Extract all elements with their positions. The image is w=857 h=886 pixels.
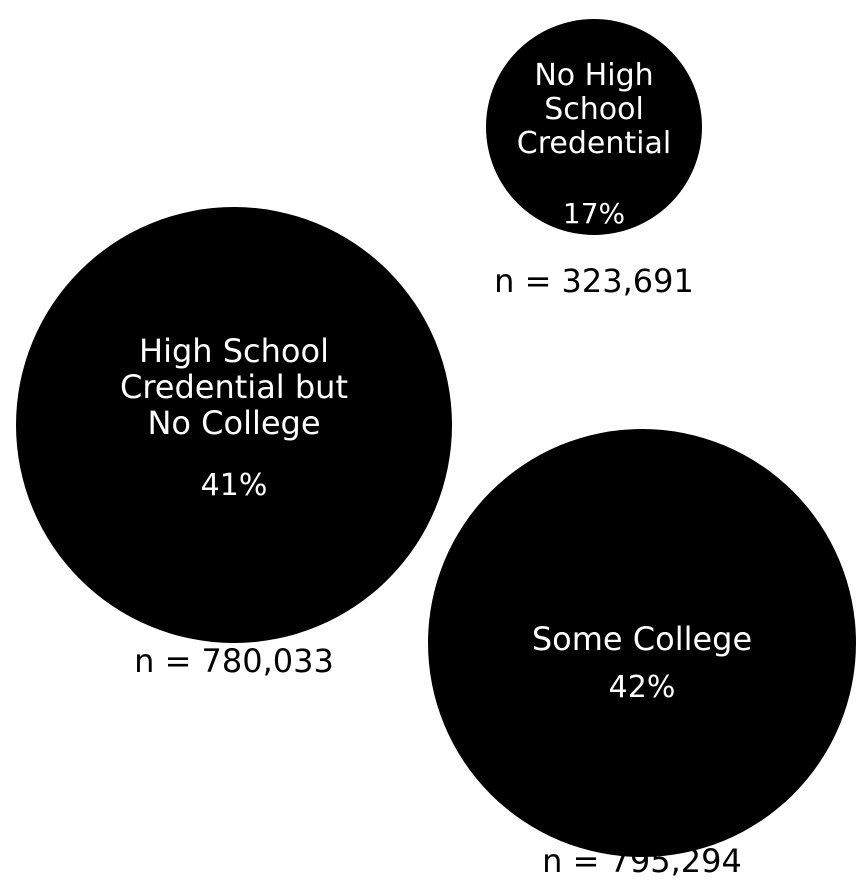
bubble-label-high-school-credential-but-no-college-line-2: Credential but xyxy=(120,368,348,406)
bubble-circle-no-high-school-credential xyxy=(486,19,702,235)
bubble-some-college: Some College 42% n = 795,294 xyxy=(428,429,856,880)
bubble-label-high-school-credential-but-no-college-line-3: No College xyxy=(147,404,320,442)
bubble-count-high-school-credential-but-no-college: n = 780,033 xyxy=(134,642,334,680)
bubble-label-no-high-school-credential-line-3: Credential xyxy=(517,126,671,161)
bubble-label-no-high-school-credential-line-1: No High xyxy=(534,58,653,93)
bubble-count-no-high-school-credential: n = 323,691 xyxy=(494,262,694,300)
bubble-percent-some-college: 42% xyxy=(609,670,676,705)
bubble-circle-high-school-credential-but-no-college xyxy=(16,207,452,643)
bubble-count-some-college: n = 795,294 xyxy=(542,842,742,880)
bubble-label-no-high-school-credential-line-2: School xyxy=(544,92,644,127)
bubble-label-high-school-credential-but-no-college-line-1: High School xyxy=(139,332,329,370)
bubble-percent-high-school-credential-but-no-college: 41% xyxy=(201,468,268,503)
bubble-percent-no-high-school-credential: 17% xyxy=(563,197,625,230)
bubble-circle-some-college xyxy=(428,429,856,857)
bubble-label-some-college-line-1: Some College xyxy=(532,620,752,658)
